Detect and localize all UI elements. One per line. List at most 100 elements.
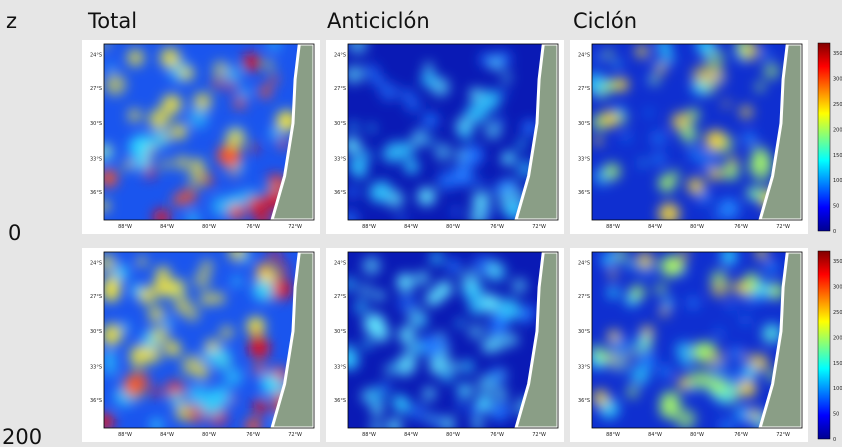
heatmap-blob (722, 163, 739, 180)
lat-label: 36°S (334, 190, 346, 196)
lat-label: 33°S (90, 364, 102, 370)
heatmap-blob (711, 360, 731, 380)
lon-label: 88°W (606, 224, 620, 230)
lon-label: 80°W (690, 432, 704, 438)
heatmap-blob (394, 397, 410, 413)
lat-label: 27°S (90, 294, 102, 300)
heatmap-blob (688, 370, 707, 389)
heatmap-blob (209, 390, 219, 400)
heatmap-blob (427, 414, 436, 423)
lat-label: 33°S (90, 156, 102, 162)
heatmap-blob (636, 252, 654, 270)
heatmap-blob (162, 159, 172, 169)
heatmap-blob (609, 270, 617, 278)
heatmap-blob (468, 324, 483, 339)
heatmap-blob (368, 124, 376, 132)
heatmap-blob (371, 180, 393, 202)
heatmap-blob (494, 388, 507, 401)
heatmap-blob (461, 360, 474, 373)
lat-label: 33°S (578, 156, 590, 162)
heatmap-blob (160, 48, 180, 68)
heatmap-blob (669, 169, 681, 181)
lon-label: 72°W (288, 432, 302, 438)
heatmap-blob (635, 44, 649, 58)
heatmap-blob (447, 259, 461, 273)
heatmap-blob (645, 109, 653, 117)
heatmap-blob (205, 342, 214, 351)
heatmap-blob (764, 261, 778, 275)
heatmap-blob (480, 53, 494, 67)
heatmap-blob (711, 213, 719, 221)
heatmap-blob (170, 392, 184, 406)
lat-label: 36°S (578, 398, 590, 404)
heatmap-blob (468, 298, 485, 315)
heatmap-blob (150, 387, 159, 396)
colorbar-tick-label: 0 (833, 229, 836, 235)
heatmap-blob (231, 276, 242, 287)
heatmap-blob (739, 380, 756, 397)
heatmap-blob (743, 132, 756, 145)
lat-label: 24°S (578, 53, 590, 59)
heatmap-blob (202, 352, 212, 362)
colorbar-tick-label: 250 (833, 102, 842, 108)
lat-label: 27°S (578, 294, 590, 300)
heatmap-blob (675, 342, 692, 359)
heatmap-blob (659, 365, 673, 379)
heatmap-blob (201, 260, 213, 272)
heatmap-blob (102, 284, 120, 302)
heatmap-blob (362, 339, 372, 349)
heatmap-blob (718, 198, 739, 219)
lon-label: 84°W (404, 224, 418, 230)
heatmap-blob (128, 137, 149, 158)
colorbar-tick-label: 150 (833, 153, 842, 159)
heatmap-blob (744, 353, 754, 363)
heatmap-blob (107, 324, 115, 332)
heatmap-blob (174, 296, 192, 314)
lon-label: 72°W (776, 432, 790, 438)
heatmap-blob (424, 63, 432, 71)
lon-label: 84°W (648, 224, 662, 230)
heatmap (342, 34, 558, 227)
heatmap-blob (220, 326, 233, 339)
heatmap-blob (229, 168, 238, 177)
heatmap-blob (252, 330, 262, 340)
heatmap-blob (458, 126, 472, 140)
heatmap-blob (248, 337, 270, 359)
heatmap-blob (225, 128, 245, 148)
heatmap-blob (384, 365, 394, 375)
heatmap-blob (434, 143, 452, 161)
heatmap (95, 37, 314, 228)
heatmap-blob (104, 351, 116, 363)
heatmap-blob (437, 331, 445, 339)
heatmap-blob (498, 370, 507, 379)
lat-label: 33°S (578, 364, 590, 370)
colorbar-tick-label: 300 (833, 77, 842, 83)
figure: z Total Anticiclón Ciclón 0 200 24°S27°S… (0, 0, 842, 447)
heatmap-blob (495, 116, 504, 125)
lat-label: 24°S (90, 261, 102, 267)
heatmap-blob (700, 346, 710, 356)
lat-label: 36°S (578, 190, 590, 196)
heatmap-blob (594, 349, 608, 363)
heatmap-blob (400, 88, 413, 101)
heatmap-blob (441, 371, 453, 383)
heatmap-blob (113, 264, 129, 280)
heatmap-blob (364, 64, 379, 79)
heatmap-blob (469, 88, 482, 101)
heatmap-blob (639, 159, 647, 167)
heatmap-blob (604, 79, 616, 91)
heatmap-blob (709, 377, 728, 396)
colorbar-tick-label: 250 (833, 310, 842, 316)
heatmap-blob (353, 165, 367, 179)
heatmap-blob (615, 78, 629, 92)
heatmap-blob (138, 257, 147, 266)
colorbar-tick-label: 200 (833, 335, 842, 341)
lon-label: 88°W (118, 224, 132, 230)
heatmap-blob (417, 316, 428, 327)
heatmap-blob (224, 367, 243, 386)
heatmap-blob (613, 60, 622, 69)
heatmap-blob (603, 163, 621, 181)
lon-label: 72°W (776, 224, 790, 230)
lon-label: 72°W (288, 224, 302, 230)
